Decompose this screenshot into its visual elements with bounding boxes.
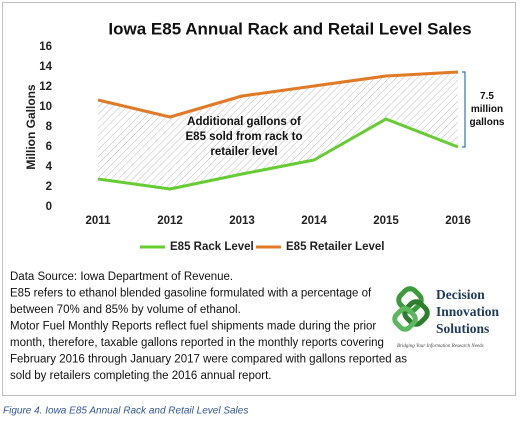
note-line: Data Source: Iowa Department of Revenue. — [10, 271, 233, 283]
series-line — [97, 117, 459, 191]
x-tick-label: 2011 — [86, 215, 112, 227]
legend-label: E85 Retailer Level — [286, 241, 384, 253]
logo: Decision Innovation Solutions Bridging Y… — [392, 286, 500, 349]
x-tick-label: 2016 — [445, 215, 471, 227]
y-tick-label: 6 — [46, 141, 52, 153]
gap-label: million — [471, 104, 503, 115]
caption: Figure 4. Iowa E85 Annual Rack and Retai… — [3, 406, 248, 417]
logo-icon — [392, 286, 430, 332]
annotation: E85 sold from rack to — [186, 131, 303, 143]
x-tick-label: 2013 — [229, 215, 255, 227]
x-tick-label: 2012 — [157, 215, 183, 227]
logo-text: Innovation — [436, 304, 500, 319]
y-tick-label: 12 — [39, 81, 52, 93]
note-line: sold by retailers completing the 2016 an… — [10, 370, 271, 382]
note-line: between 70% and 85% by volume of ethanol… — [10, 304, 241, 316]
y-axis-label: Million Gallons — [24, 84, 38, 170]
y-tick-label: 8 — [46, 121, 53, 133]
y-tick-label: 16 — [39, 41, 52, 53]
logo-tagline: Bridging Your Information Research Needs — [397, 344, 484, 349]
note-line: month, therefore, taxable gallons report… — [10, 337, 384, 349]
chart-title: Iowa E85 Annual Rack and Retail Level Sa… — [108, 19, 471, 38]
logo-text: Decision — [436, 287, 485, 302]
gap-bracket — [462, 71, 466, 148]
annotation: retailer level — [210, 146, 277, 158]
gap-area — [98, 72, 458, 189]
y-tick-label: 0 — [46, 201, 52, 213]
series-line — [97, 70, 459, 119]
note-line: February 2016 through January 2017 were … — [10, 354, 407, 366]
notes: Data Source: Iowa Department of Revenue.… — [10, 271, 407, 382]
x-tick-label: 2015 — [373, 215, 399, 227]
note-line: Motor Fuel Monthly Reports reflect fuel … — [10, 321, 376, 333]
x-tick-label: 2014 — [301, 215, 327, 227]
gap-label: gallons — [469, 117, 504, 128]
y-tick-label: 2 — [46, 181, 52, 193]
y-tick-label: 14 — [39, 61, 52, 73]
note-line: E85 refers to ethanol blended gasoline f… — [10, 288, 372, 300]
gap-label: 7.5 — [480, 91, 494, 102]
logo-text: Solutions — [436, 321, 489, 336]
figure-frame — [2, 2, 516, 396]
y-tick-label: 4 — [46, 161, 53, 173]
y-tick-label: 10 — [39, 101, 52, 113]
annotation: Additional gallons of — [187, 116, 301, 128]
legend-label: E85 Rack Level — [170, 241, 254, 253]
